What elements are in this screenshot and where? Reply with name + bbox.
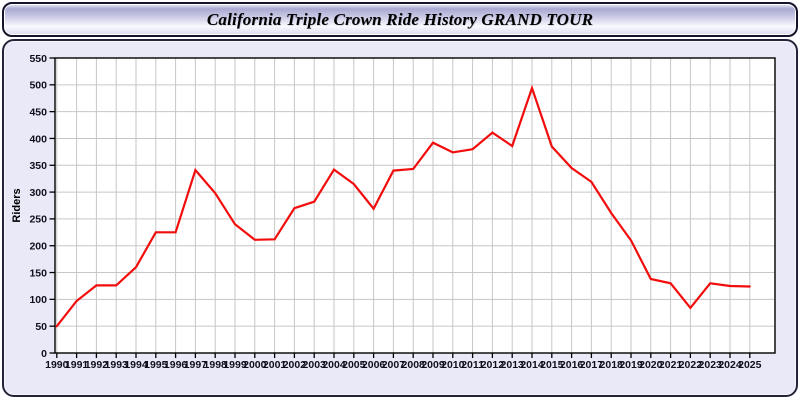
x-tick-label: 2018: [600, 359, 624, 371]
x-tick-label: 1993: [105, 359, 129, 371]
y-tick-label: 200: [29, 241, 47, 253]
y-tick-label: 250: [29, 214, 47, 226]
x-tick-label: 2004: [322, 359, 346, 371]
x-tick-label: 2010: [441, 359, 465, 371]
x-tick-label: 1992: [85, 359, 109, 371]
x-tick-label: 2021: [659, 359, 683, 371]
y-tick-label: 50: [35, 321, 47, 333]
x-tick-label: 1999: [223, 359, 247, 371]
x-tick-label: 2024: [718, 359, 742, 371]
x-tick-label: 1994: [124, 359, 148, 371]
y-tick-label: 500: [29, 80, 47, 92]
x-tick-label: 2016: [560, 359, 584, 371]
y-tick-label: 450: [29, 106, 47, 118]
x-tick-label: 1998: [204, 359, 228, 371]
y-tick-label: 0: [41, 348, 47, 360]
x-tick-label: 2014: [520, 359, 544, 371]
x-tick-label: 2011: [461, 359, 484, 371]
x-tick-label: 2007: [382, 359, 406, 371]
y-axis-title: Riders: [11, 188, 23, 222]
plot-area: [55, 58, 775, 353]
x-tick-label: 2000: [243, 359, 267, 371]
x-tick-label: 1991: [65, 359, 89, 371]
y-tick-label: 400: [29, 133, 47, 145]
x-tick-label: 2023: [699, 359, 723, 371]
y-tick-label: 100: [29, 294, 47, 306]
x-tick-label: 2001: [263, 359, 287, 371]
x-tick-label: 2005: [342, 359, 366, 371]
x-tick-label: 2017: [580, 359, 604, 371]
x-tick-label: 2015: [540, 359, 564, 371]
x-tick-label: 1996: [164, 359, 188, 371]
x-tick-label: 2025: [738, 359, 762, 371]
plot-frame: [54, 57, 776, 354]
x-tick-label: 2022: [679, 359, 703, 371]
x-tick-label: 2003: [303, 359, 327, 371]
x-tick-label: 2012: [481, 359, 505, 371]
x-tick-label: 1990: [45, 359, 69, 371]
x-tick-label: 2009: [421, 359, 445, 371]
x-tick-label: 1995: [144, 359, 168, 371]
x-tick-label: 1997: [184, 359, 208, 371]
y-tick-label: 300: [29, 187, 47, 199]
riders-line: [55, 84, 751, 328]
x-tick-label: 2020: [639, 359, 663, 371]
x-tick-label: 2013: [501, 359, 525, 371]
x-tick-label: 2002: [283, 359, 307, 371]
y-tick-label: 350: [29, 160, 47, 172]
x-tick-label: 2019: [619, 359, 643, 371]
x-tick-label: 2008: [402, 359, 426, 371]
y-tick-label: 150: [29, 267, 47, 279]
page-title: California Triple Crown Ride History GRA…: [206, 9, 594, 29]
title-bar: California Triple Crown Ride History GRA…: [2, 2, 798, 37]
y-tick-label: 550: [29, 53, 47, 65]
x-tick-label: 2006: [362, 359, 386, 371]
